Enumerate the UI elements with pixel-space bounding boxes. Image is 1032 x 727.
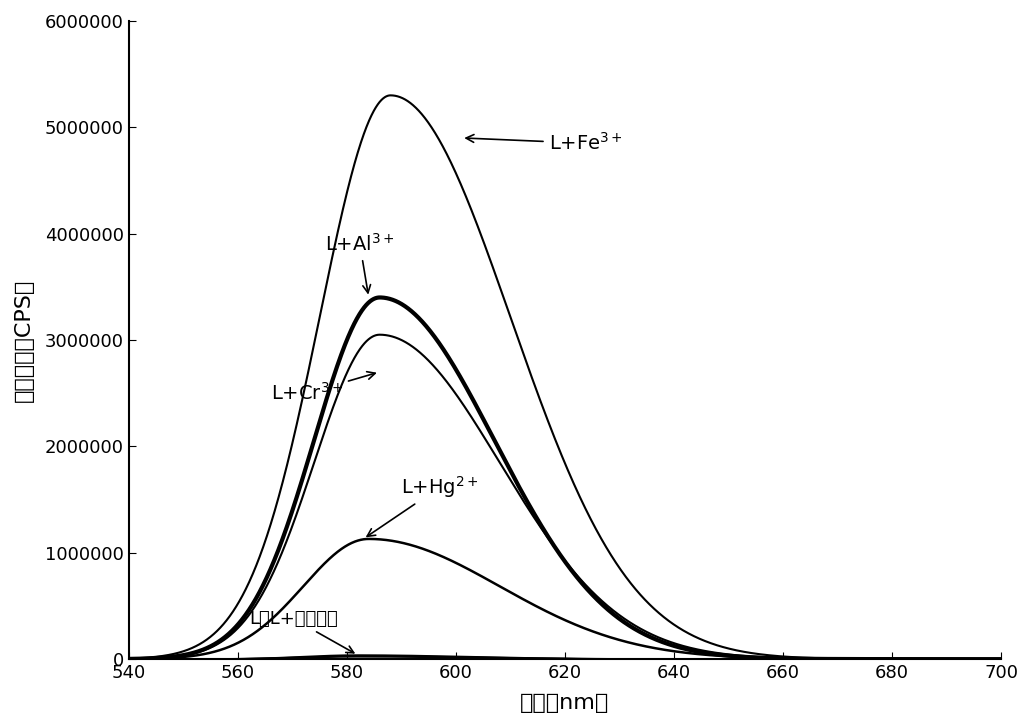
Y-axis label: 荧光强度（CPS）: 荧光强度（CPS）: [13, 278, 34, 401]
X-axis label: 波长（nm）: 波长（nm）: [520, 693, 610, 713]
Text: L+Cr$^{3+}$: L+Cr$^{3+}$: [270, 371, 376, 404]
Text: L+Fe$^{3+}$: L+Fe$^{3+}$: [466, 132, 622, 154]
Text: L+Al$^{3+}$: L+Al$^{3+}$: [325, 233, 394, 293]
Text: L和L+其他金属: L和L+其他金属: [249, 610, 354, 653]
Text: L+Hg$^{2+}$: L+Hg$^{2+}$: [367, 474, 479, 537]
